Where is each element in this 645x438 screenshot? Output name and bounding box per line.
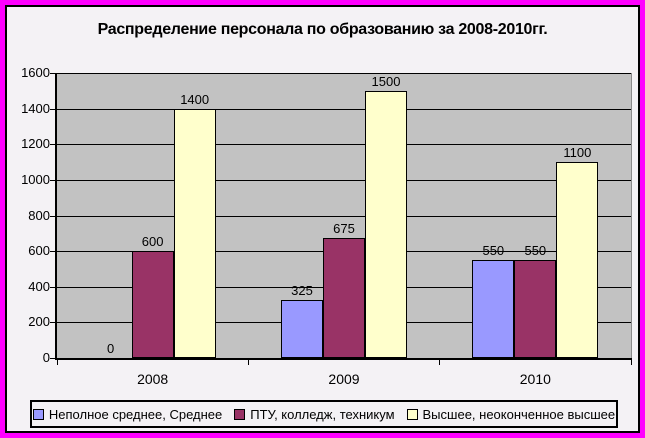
- y-axis-tick: [50, 73, 56, 74]
- x-axis-tick: [56, 360, 58, 365]
- y-axis-line: [55, 73, 57, 360]
- x-axis-tick: [439, 360, 441, 365]
- y-axis-tick: [50, 322, 56, 324]
- y-axis-tick: [50, 179, 56, 181]
- legend-item-label: Неполное среднее, Среднее: [48, 406, 223, 422]
- y-axis-tick-label: 1400: [21, 100, 50, 116]
- legend-item: Высшее, неоконченное высшее: [406, 406, 616, 422]
- y-axis-tick: [50, 108, 56, 110]
- y-axis-tick-label: 1200: [21, 136, 50, 152]
- plot-area: 0 600 1400 325 675 1500 550 550 1100: [57, 73, 632, 358]
- chart-title: Распределение персонала по образованию з…: [97, 21, 548, 38]
- gridline-1000: [57, 179, 631, 181]
- bar-value-label: 550: [524, 243, 547, 258]
- y-axis-tick: [50, 251, 56, 253]
- bar: [365, 91, 407, 358]
- bar: [323, 238, 365, 358]
- x-axis-line: [55, 358, 632, 360]
- bar: [173, 109, 216, 358]
- bar: [514, 260, 557, 358]
- y-axis-tick-label: 600: [28, 243, 50, 259]
- legend-item: Неполное среднее, Среднее: [32, 406, 223, 422]
- gridline-1200: [57, 144, 631, 146]
- bar: [472, 260, 515, 358]
- x-axis-tick: [247, 360, 249, 365]
- y-axis-tick: [50, 286, 56, 288]
- legend-swatch: [32, 408, 44, 420]
- y-axis-tick: [50, 358, 56, 359]
- y-axis-tick-label: 200: [28, 314, 50, 330]
- legend-item-label: Высшее, неоконченное высшее: [422, 406, 616, 422]
- x-axis-category-label: 2009: [328, 371, 360, 387]
- x-axis-category-label: 2010: [519, 371, 551, 387]
- gridline-800: [57, 215, 631, 217]
- y-axis-tick-label: 0: [42, 350, 50, 365]
- bar-value-label: 1100: [563, 145, 592, 160]
- bar: [281, 300, 323, 358]
- x-axis-category-label: 2008: [137, 371, 169, 387]
- legend-item: ПТУ, колледж, техникум: [234, 406, 395, 422]
- gridline-1400: [57, 108, 631, 110]
- x-axis-tick: [630, 360, 632, 365]
- y-axis-tick: [50, 215, 56, 217]
- bar: [556, 162, 599, 358]
- bar: [131, 251, 174, 358]
- bar-value-label: 0: [107, 341, 115, 356]
- y-axis-tick-label: 400: [28, 278, 50, 294]
- y-axis-tick: [50, 144, 56, 146]
- bar-value-label: 1500: [371, 74, 401, 89]
- y-axis-tick-label: 800: [28, 207, 50, 223]
- y-axis-tick-label: 1000: [21, 171, 50, 187]
- bar-value-label: 325: [291, 283, 313, 298]
- bar-value-label: 550: [482, 243, 505, 258]
- gridline-1600: [57, 73, 631, 74]
- legend-swatch: [406, 408, 418, 420]
- bar-value-label: 675: [333, 221, 355, 236]
- bar-value-label: 1400: [180, 92, 210, 107]
- y-axis-tick-label: 1600: [21, 65, 50, 80]
- legend: Неполное среднее, Среднее ПТУ, колледж, т…: [30, 400, 618, 428]
- bar-value-label: 600: [141, 234, 164, 249]
- legend-item-label: ПТУ, колледж, техникум: [250, 406, 395, 422]
- legend-swatch: [234, 408, 246, 420]
